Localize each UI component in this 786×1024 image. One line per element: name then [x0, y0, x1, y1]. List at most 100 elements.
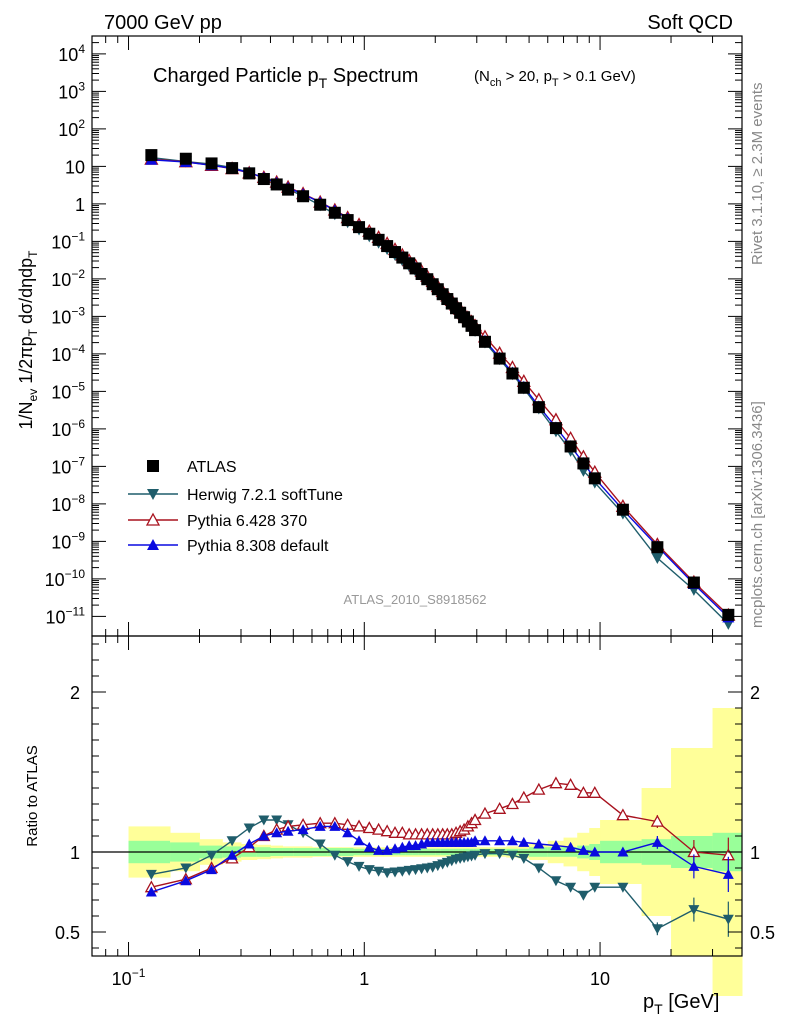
legend-marker — [147, 489, 159, 500]
ratio-point — [353, 835, 365, 846]
ratio-point — [243, 823, 255, 834]
ratio-point — [577, 844, 589, 855]
ytick-label: 10−8 — [51, 492, 85, 515]
ratio-point — [550, 840, 562, 851]
data-point — [282, 183, 295, 196]
ratio-point — [532, 782, 546, 795]
ratio-point — [550, 876, 562, 887]
ratio-point — [342, 827, 354, 838]
ratio-point — [589, 846, 601, 857]
ytick-label: 10−2 — [51, 267, 85, 290]
ratio-point — [549, 776, 563, 789]
data-point — [270, 178, 283, 191]
data-point — [243, 167, 256, 180]
ratio-point — [651, 836, 663, 847]
data-point — [564, 440, 577, 453]
legend-marker — [147, 539, 159, 550]
ratio-point — [616, 808, 630, 821]
data-point — [328, 206, 341, 219]
ratio-point — [650, 814, 664, 827]
ratio-point — [506, 850, 518, 861]
ratio-point — [362, 821, 376, 834]
chart-title: Charged Particle pT Spectrum (Nch > 20, … — [153, 65, 636, 91]
ytick-label: 10−6 — [51, 417, 85, 440]
ratio-point — [145, 869, 157, 880]
data-point — [722, 608, 735, 621]
ratio-ytick-label-right: 0.5 — [750, 923, 775, 943]
data-point — [179, 152, 192, 165]
ratio-point — [469, 835, 481, 846]
data-point — [226, 162, 239, 175]
ratio-point — [243, 838, 255, 849]
ratio-point — [342, 857, 354, 868]
ratio-point — [478, 806, 492, 819]
ratio-ytick-label-right: 2 — [750, 683, 760, 703]
ratio-point — [469, 850, 481, 861]
ratio-point — [226, 836, 238, 847]
ratio-point — [576, 785, 591, 798]
ratio-point — [565, 882, 577, 893]
data-point — [353, 221, 366, 234]
ratio-point — [380, 824, 394, 837]
ratio-point — [373, 866, 385, 877]
side-mcplots: mcplots.cern.ch [arXiv:1306.3436] — [749, 401, 766, 628]
title-main: Charged Particle p — [153, 65, 319, 87]
legend-label: Pythia 6.428 370 — [187, 513, 307, 530]
ratio-ytick-label: 2 — [70, 683, 80, 703]
ratio-point — [373, 844, 385, 855]
ytick-label: 10−11 — [46, 604, 86, 627]
data-point — [651, 553, 664, 565]
ytick-label: 10−3 — [51, 304, 85, 327]
ratio-point — [329, 850, 341, 861]
ratio-point — [468, 813, 482, 826]
data-point — [341, 214, 354, 227]
data-point — [469, 324, 482, 337]
ratio-point — [479, 849, 491, 860]
data-point — [616, 503, 629, 516]
ratio-point — [518, 853, 530, 864]
ratio-point — [314, 820, 326, 831]
ratio-frame — [91, 635, 743, 957]
ratio-point — [353, 861, 365, 872]
ytick-label: 10−1 — [51, 229, 85, 252]
ratio-point — [493, 801, 507, 814]
svg-text:Charged Particle pT Spectrum: Charged Particle pT Spectrum — [153, 65, 418, 91]
ratio-point — [617, 882, 629, 893]
ratio-point — [577, 890, 589, 901]
ratio-panel: 0.5 0.5 1 1 2 2 10−1 1 10 — [55, 635, 775, 996]
ratio-point — [258, 815, 270, 826]
data-point — [297, 190, 310, 203]
ratio-point — [506, 835, 518, 846]
ytick-label: 10−9 — [51, 529, 85, 552]
ratio-point — [563, 777, 578, 790]
ytick-label: 10 — [65, 157, 85, 177]
ratio-point — [533, 838, 545, 849]
xtick-label: 1 — [359, 969, 369, 989]
ratio-point — [329, 820, 341, 831]
ytick-label: 103 — [58, 79, 85, 102]
legend-label: Herwig 7.2.1 softTune — [187, 487, 343, 504]
ratio-point — [297, 824, 309, 835]
ratio-point — [352, 819, 366, 832]
data-point — [396, 251, 409, 264]
data-point — [314, 198, 327, 211]
data-point — [493, 352, 506, 365]
ratio-point — [180, 875, 192, 886]
data-point — [687, 576, 700, 589]
data-point — [478, 335, 491, 348]
xtick-label: 10 — [590, 969, 610, 989]
data-point — [532, 401, 545, 414]
data-point — [517, 381, 530, 394]
ratio-ylabel: Ratio to ATLAS — [24, 745, 41, 846]
ytick-label: 10−5 — [51, 379, 85, 402]
ytick-label: 10−4 — [51, 342, 85, 365]
ratio-point — [688, 860, 700, 871]
side-rivet: Rivet 3.1.10, ≥ 2.3M events — [749, 83, 766, 266]
ratio-point — [363, 841, 375, 852]
data-point — [205, 157, 218, 170]
ratio-point — [226, 849, 238, 860]
main-panel: 10−1110−1010−910−810−710−610−510−410−310… — [45, 35, 743, 637]
ratio-point — [505, 797, 520, 810]
ratio-point — [363, 865, 375, 876]
